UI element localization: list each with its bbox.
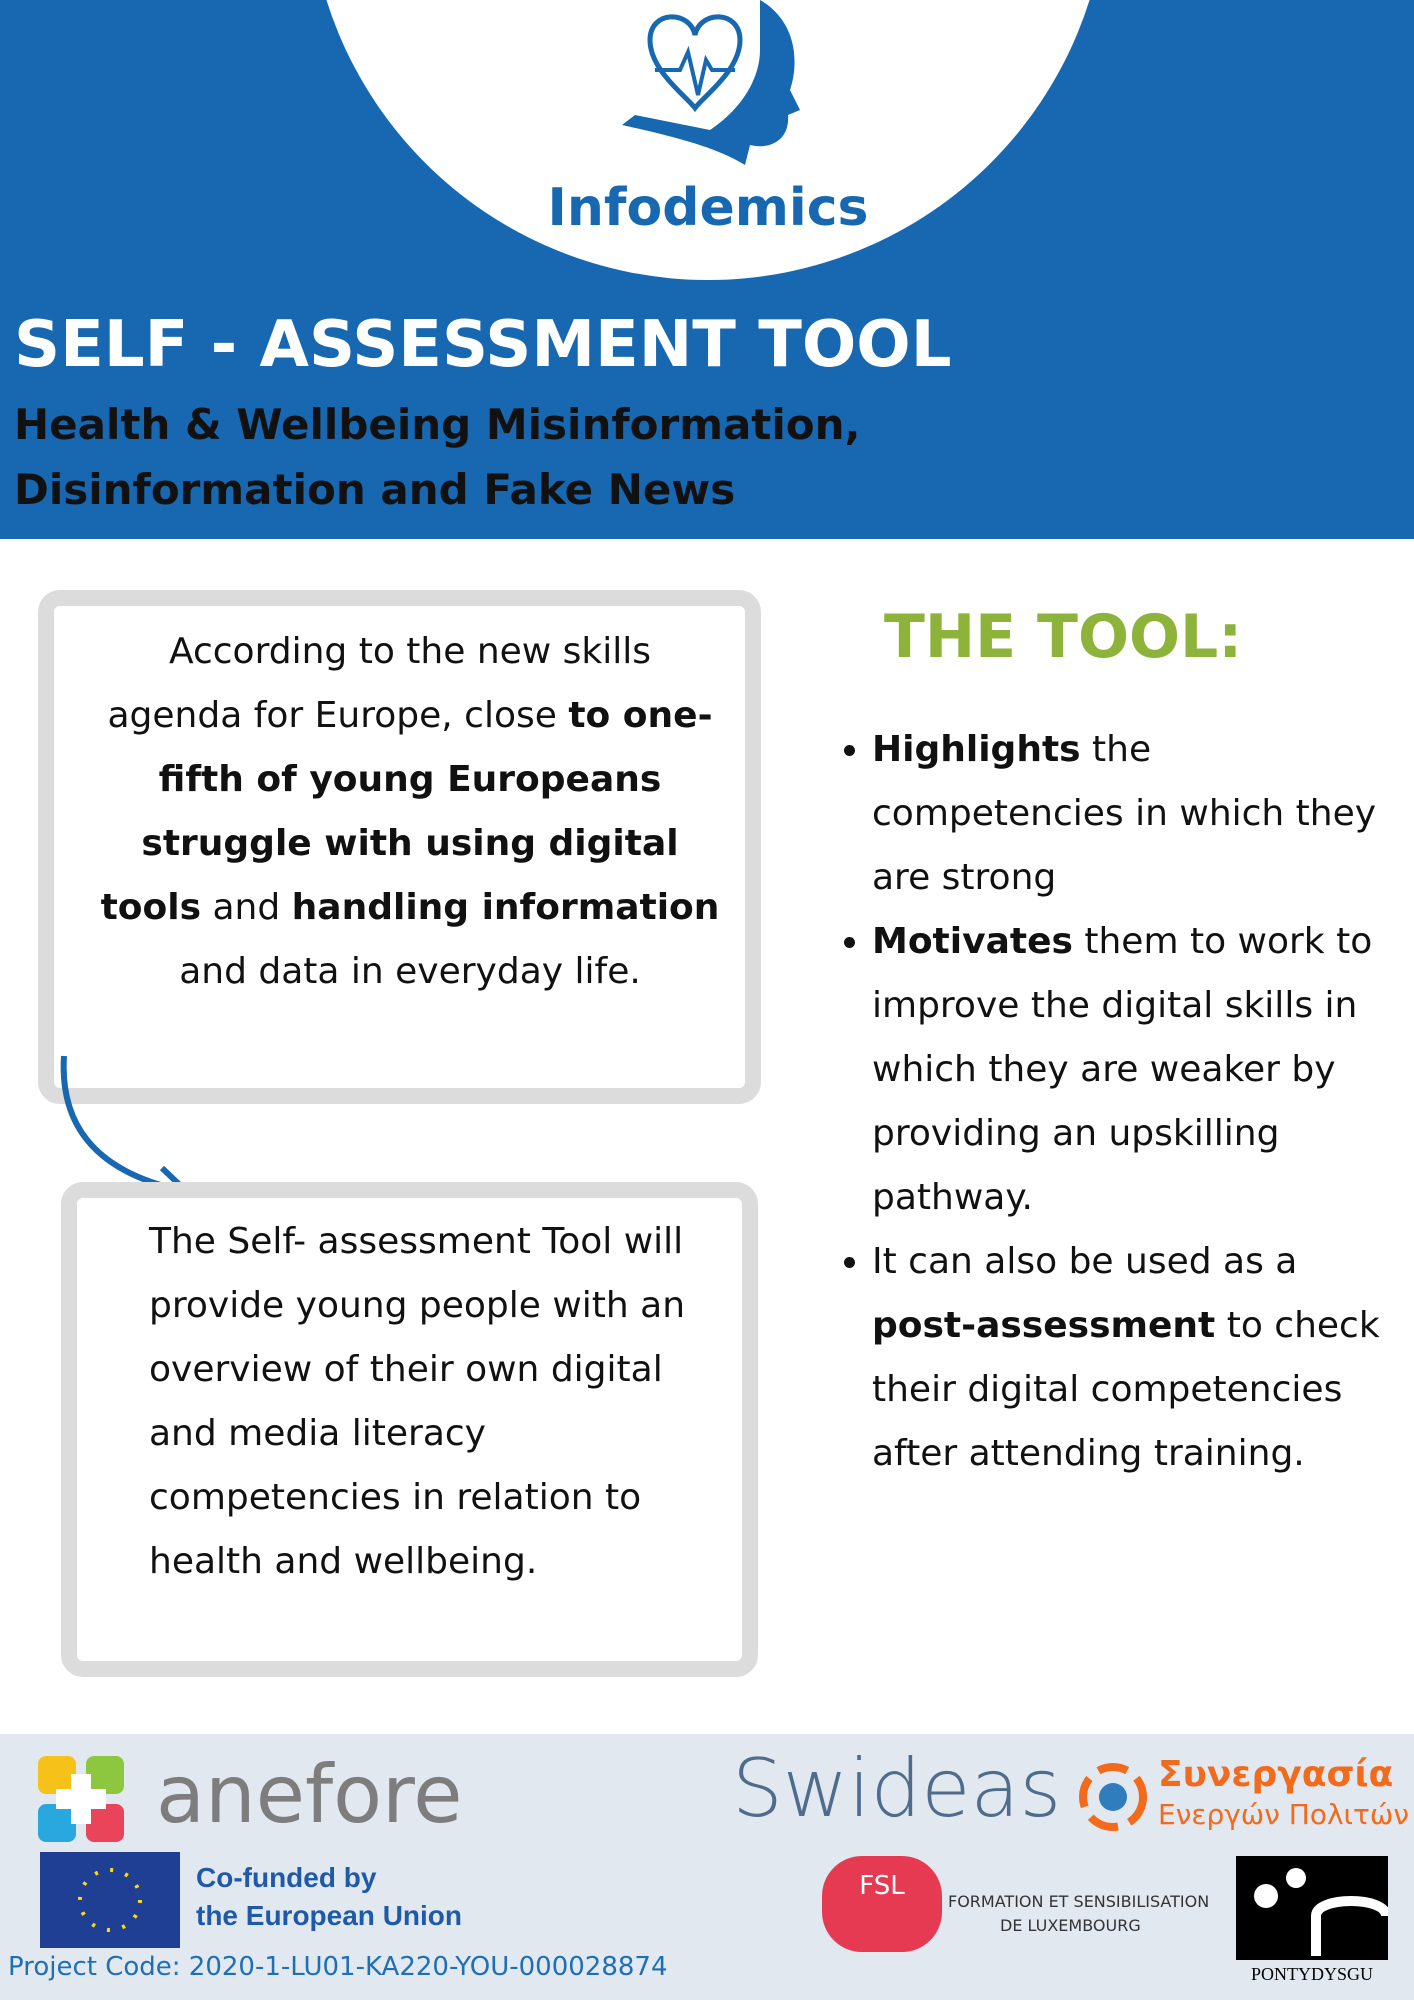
fsl-logo: FSL (822, 1856, 942, 1952)
text-run: Highlights (872, 729, 1081, 770)
text-run: the competencies in which they are stron… (872, 729, 1377, 898)
synergasia-logo: Ενεργών Πολιτών (1158, 1798, 1409, 1831)
bullet-item: Highlights the competencies in which the… (872, 718, 1412, 910)
text-run: to check their digital competencies afte… (872, 1305, 1380, 1474)
anefore-logo: anefore (156, 1748, 463, 1841)
footer: anefore Swideas Συνεργασία Ενεργών Πολιτ… (0, 1734, 1414, 2000)
bullet-item: It can also be used as a post-assessment… (872, 1230, 1412, 1486)
swideas-logo: Swideas (732, 1742, 1062, 1835)
text-run: to one-fifth of young Europeans struggle… (100, 695, 713, 928)
info-box (38, 590, 761, 1104)
bullet-item: Motivates them to work to improve the di… (872, 910, 1412, 1230)
synergasia-icon (1079, 1763, 1147, 1831)
eu-text: Co-funded by (196, 1862, 377, 1893)
eu-text: the European Union (196, 1900, 462, 1931)
logo-text: Infodemics (547, 178, 869, 238)
text-run: and (201, 887, 292, 928)
fsl-text: FORMATION ET SENSIBILISATION (948, 1892, 1210, 1911)
subtitle: Disinformation and Fake News (14, 465, 736, 514)
text-run: and data in everyday life. (179, 951, 641, 992)
pontydysgu-icon (1236, 1856, 1388, 1960)
anefore-icon (38, 1756, 124, 1842)
subtitle: Health & Wellbeing Misinformation, (14, 400, 861, 449)
bullet-list: Highlights the competencies in which the… (828, 718, 1412, 1486)
header: Infodemics SELF - ASSESSMENT TOOL Health… (0, 0, 1414, 539)
text-run: Motivates (872, 921, 1073, 962)
synergasia-logo: Συνεργασία (1158, 1754, 1394, 1795)
text-run: It can also be used as a (872, 1241, 1298, 1282)
info-box (61, 1182, 758, 1677)
section-heading: THE TOOL: (884, 602, 1243, 672)
project-code: Project Code: 2020-1-LU01-KA220-YOU-0000… (8, 1952, 668, 1982)
text-run: handling information (291, 887, 720, 928)
pontydysgu-logo: PONTYDYSGU (1250, 1964, 1373, 1984)
info-text: The Self- assessment Tool will provide y… (149, 1221, 686, 1582)
eu-flag (40, 1852, 180, 1948)
text-run: them to work to improve the digital skil… (872, 921, 1373, 1218)
title: SELF - ASSESSMENT TOOL (14, 308, 952, 382)
text-run: post-assessment (872, 1305, 1216, 1346)
arrow (60, 1055, 192, 1199)
info-text: According to the new skills agenda for E… (100, 620, 720, 1004)
logo-icon (622, 0, 800, 165)
text-run: According to the new skills agenda for E… (107, 631, 652, 736)
fsl-text: DE LUXEMBOURG (1000, 1916, 1141, 1935)
